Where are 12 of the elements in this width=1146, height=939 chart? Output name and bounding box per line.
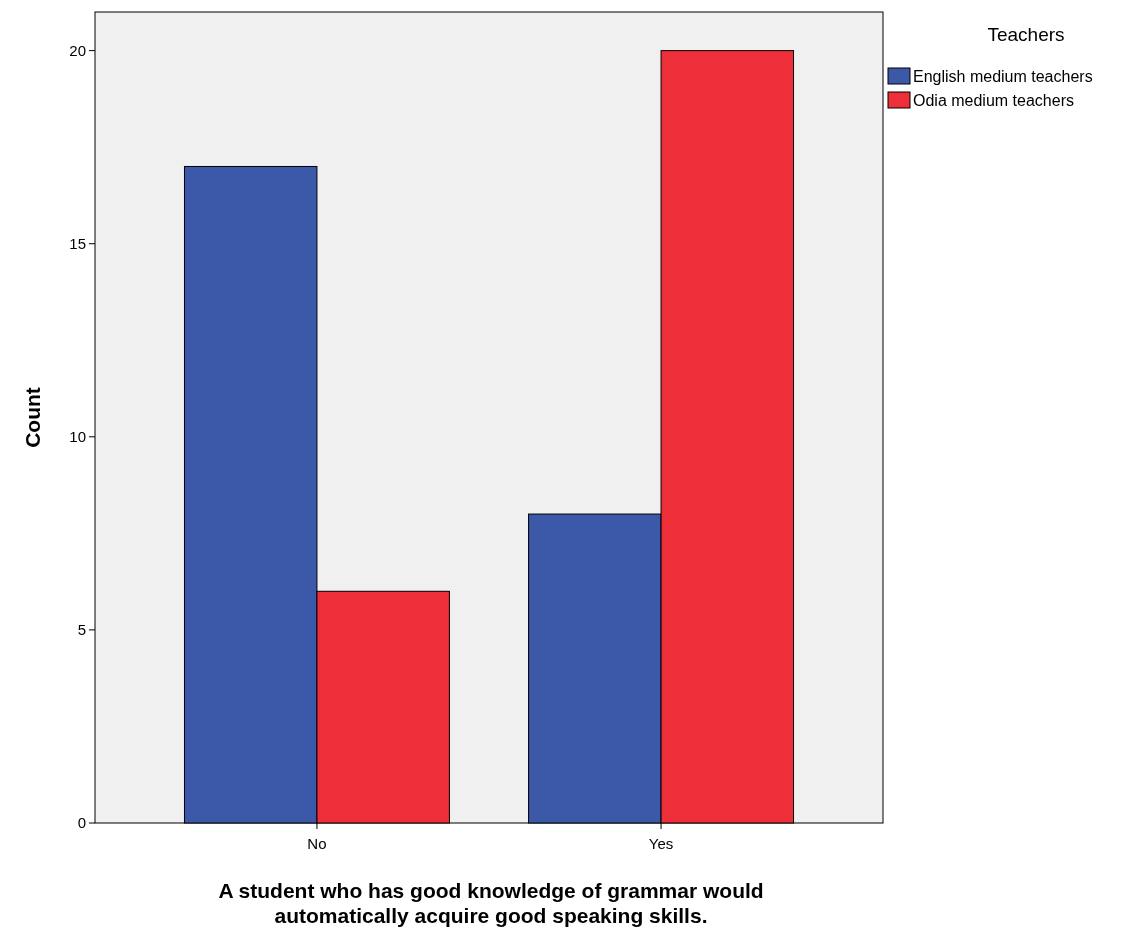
- legend-title: Teachers: [987, 24, 1065, 45]
- legend-label: English medium teachers: [913, 67, 1093, 85]
- y-tick-label: 15: [69, 234, 86, 252]
- y-tick-label: 20: [69, 41, 86, 59]
- legend-label: Odia medium teachers: [913, 91, 1074, 109]
- y-tick-label: 10: [69, 428, 86, 446]
- y-tick-label: 5: [77, 621, 86, 639]
- x-tick-label: Yes: [648, 835, 674, 852]
- x-tick-label: No: [307, 835, 327, 852]
- y-axis-title: Count: [21, 387, 44, 448]
- y-tick-label: 0: [77, 814, 86, 832]
- x-axis-title: A student who has good knowledge of grammar would automatically acquire good speaking skills.: [218, 879, 764, 927]
